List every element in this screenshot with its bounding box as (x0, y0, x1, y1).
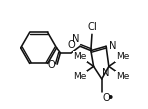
Text: Me: Me (116, 52, 129, 61)
Text: O: O (102, 93, 110, 103)
Text: Cl: Cl (88, 22, 97, 32)
Text: N: N (108, 41, 116, 51)
Text: O: O (47, 60, 55, 70)
Text: •: • (106, 92, 113, 105)
Text: Me: Me (73, 72, 87, 81)
Text: Me: Me (73, 52, 87, 61)
Text: Me: Me (116, 72, 129, 81)
Text: N: N (102, 68, 110, 78)
Text: O: O (67, 40, 75, 50)
Text: N: N (72, 34, 79, 44)
